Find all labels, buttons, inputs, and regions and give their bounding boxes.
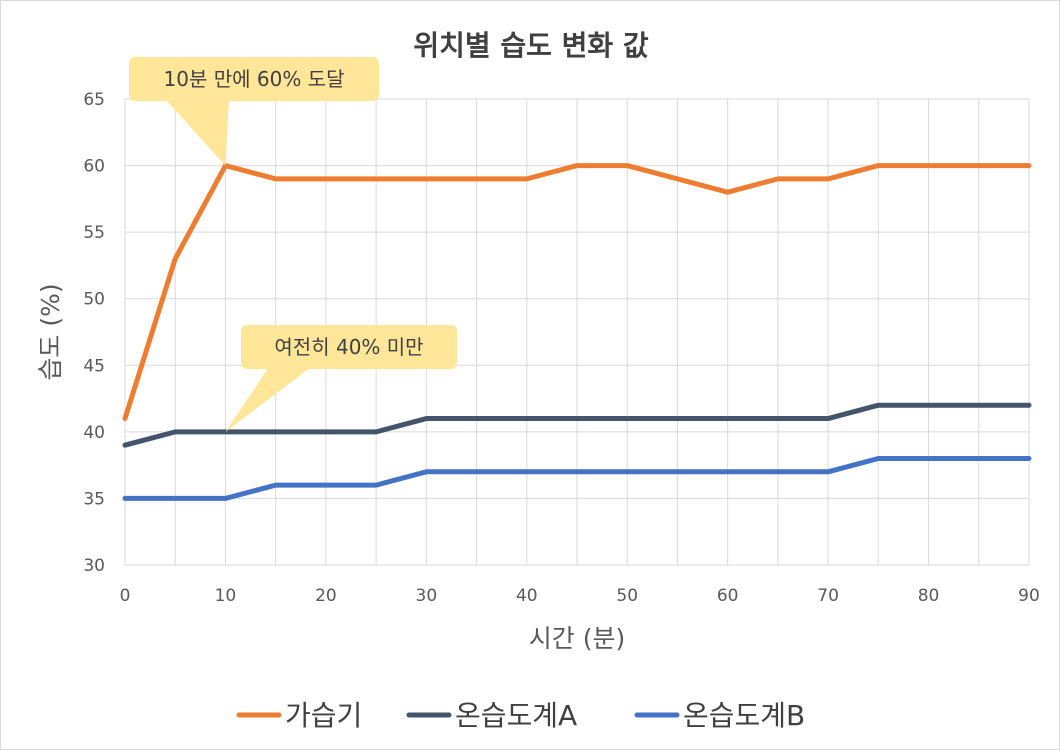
y-tick-label: 65 [83,90,105,110]
x-axis-title: 시간 (분) [529,624,625,653]
legend-label-0: 가습기 [285,699,362,732]
y-tick-label: 45 [83,356,105,376]
x-tick-label: 10 [215,586,237,606]
x-tick-label: 40 [516,586,538,606]
y-tick-label: 40 [83,423,105,443]
chart-title: 위치별 습도 변화 값 [413,29,649,62]
x-axis-ticks: 0 10 20 30 40 50 60 70 80 90 [120,586,1040,606]
y-tick-label: 50 [83,290,105,310]
x-tick-label: 80 [918,586,940,606]
y-tick-label: 55 [83,223,105,243]
legend-label-2: 온습도계B [683,699,805,732]
x-tick-label: 30 [416,586,438,606]
callout-label: 10분 만에 60% 도달 [164,67,345,91]
y-tick-label: 30 [83,556,105,576]
legend: 가습기 온습도계A 온습도계B [236,699,805,732]
x-tick-label: 20 [315,586,337,606]
y-tick-label: 60 [83,157,105,177]
x-tick-label: 70 [817,586,839,606]
series-line-2 [122,455,1032,501]
callout-pointer [225,367,311,432]
callout-pointer [165,99,229,166]
callout-box [241,325,457,369]
callout-label: 여전히 40% 미만 [274,335,423,359]
series-lines [122,163,1032,501]
x-tick-label: 90 [1018,586,1040,606]
x-tick-label: 0 [120,586,131,606]
series-line-0 [122,163,1032,422]
x-tick-label: 60 [717,586,739,606]
legend-label-1: 온습도계A [455,699,577,732]
x-tick-label: 50 [616,586,638,606]
callout-box [129,57,379,101]
y-axis-ticks: 30 35 40 45 50 55 60 65 [83,90,105,576]
series-line-1 [122,402,1032,448]
y-tick-label: 35 [83,489,105,509]
y-axis-title: 습도 (%) [36,283,65,380]
